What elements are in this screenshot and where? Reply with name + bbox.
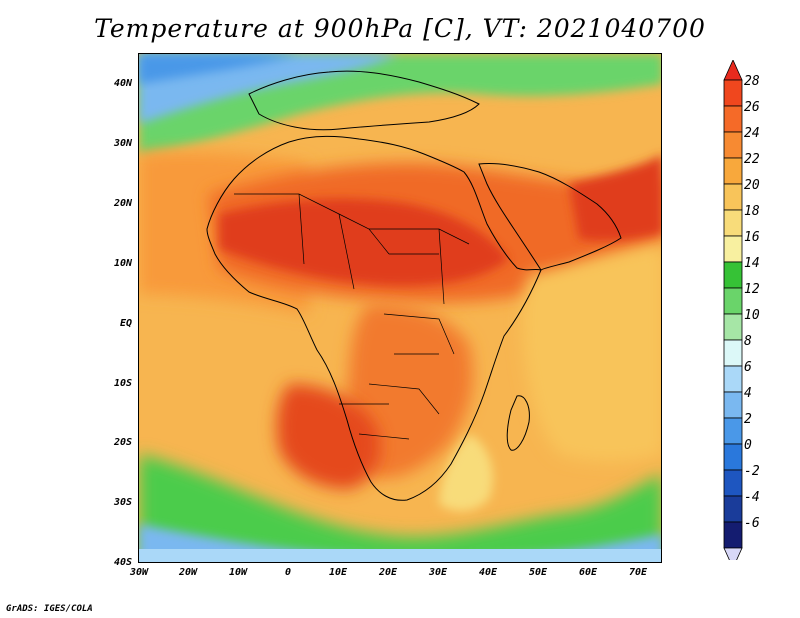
arabia-coastline — [478, 163, 622, 271]
colorbar-swatch — [723, 287, 743, 315]
north-atlantic-coldest — [139, 54, 299, 84]
lat-label-10s: 10S — [113, 378, 132, 389]
lon-label-0: 0 — [284, 567, 292, 578]
temperature-field — [139, 54, 661, 562]
indian-ocean-warm — [522, 244, 661, 462]
colorbar-label-12: 12 — [744, 282, 760, 297]
colorbar-swatch — [723, 339, 743, 367]
colorbar-swatch — [723, 417, 743, 445]
colorbar-label-20: 20 — [744, 178, 760, 193]
colorbar-swatch — [723, 209, 743, 237]
colorbar-label-24: 24 — [744, 126, 760, 141]
colorbar-swatch — [723, 105, 743, 133]
colorbar-top-arrow — [723, 60, 743, 81]
lon-label-20e: 20E — [378, 567, 398, 578]
lat-label-40n: 40N — [113, 78, 132, 89]
lat-label-40s: 40S — [113, 557, 132, 568]
lon-label-40e: 40E — [478, 567, 498, 578]
country-borders — [234, 193, 470, 440]
colorbar-swatch — [723, 157, 743, 185]
colorbar-label-28: 28 — [744, 74, 760, 89]
colorbar-label-8: 8 — [744, 334, 752, 349]
colorbar-bottom-arrow — [723, 547, 743, 560]
lon-label-30w: 30W — [129, 567, 149, 578]
lon-label-70e: 70E — [628, 567, 648, 578]
lat-label-eq: EQ — [119, 318, 132, 329]
arabia-hot-core — [569, 155, 661, 242]
colorbar-label-10: 10 — [744, 308, 760, 323]
lon-label-60e: 60E — [578, 567, 598, 578]
sahel-hot-core — [219, 198, 509, 286]
madagascar-coastline — [506, 395, 530, 451]
colorbar-swatch — [723, 495, 743, 523]
colorbar-swatch — [723, 235, 743, 263]
southern-ocean-coldest-band — [139, 549, 661, 562]
southern-ocean-cool-band — [139, 454, 661, 562]
namibia-hot-zone — [276, 384, 380, 489]
colorbar-label-neg4: -4 — [744, 490, 760, 505]
colorbar-swatch — [723, 469, 743, 497]
lon-label-30e: 30E — [428, 567, 448, 578]
europe-coastline — [248, 70, 480, 131]
africa-coastline — [206, 135, 542, 501]
colorbar-label-14: 14 — [744, 256, 760, 271]
colorbar-label-0: 0 — [744, 438, 752, 453]
colorbar-label-18: 18 — [744, 204, 760, 219]
colorbar-swatch — [723, 521, 743, 549]
colorbar-label-2: 2 — [744, 412, 752, 427]
colorbar-swatch — [723, 183, 743, 211]
colorbar-label-16: 16 — [744, 230, 760, 245]
colorbar-label-26: 26 — [744, 100, 760, 115]
temperature-map — [138, 53, 662, 563]
colorbar-swatch — [723, 79, 743, 107]
lat-label-10n: 10N — [113, 258, 132, 269]
colorbar-label-22: 22 — [744, 152, 760, 167]
lat-label-20n: 20N — [113, 198, 132, 209]
colorbar-label-neg2: -2 — [744, 464, 760, 479]
colorbar-label-neg6: -6 — [744, 516, 760, 531]
lat-label-20s: 20S — [113, 437, 132, 448]
lon-label-10w: 10W — [228, 567, 248, 578]
lat-label-30n: 30N — [113, 138, 132, 149]
colorbar-swatch — [723, 313, 743, 341]
colorbar-swatch — [723, 131, 743, 159]
lat-label-30s: 30S — [113, 497, 132, 508]
colorbar-swatch — [723, 443, 743, 471]
colorbar-swatch — [723, 261, 743, 289]
colorbar-label-4: 4 — [744, 386, 752, 401]
colorbar-swatch — [723, 391, 743, 419]
lon-label-50e: 50E — [528, 567, 548, 578]
colorbar — [723, 60, 743, 560]
credit-footer: GrADS: IGES/COLA — [6, 604, 93, 614]
map-title: Temperature at 900hPa [C], VT: 202104070… — [94, 14, 706, 43]
colorbar-label-6: 6 — [744, 360, 752, 375]
lon-label-20w: 20W — [178, 567, 198, 578]
colorbar-swatch — [723, 365, 743, 393]
lon-label-10e: 10E — [328, 567, 348, 578]
mozambique-light — [439, 434, 493, 511]
